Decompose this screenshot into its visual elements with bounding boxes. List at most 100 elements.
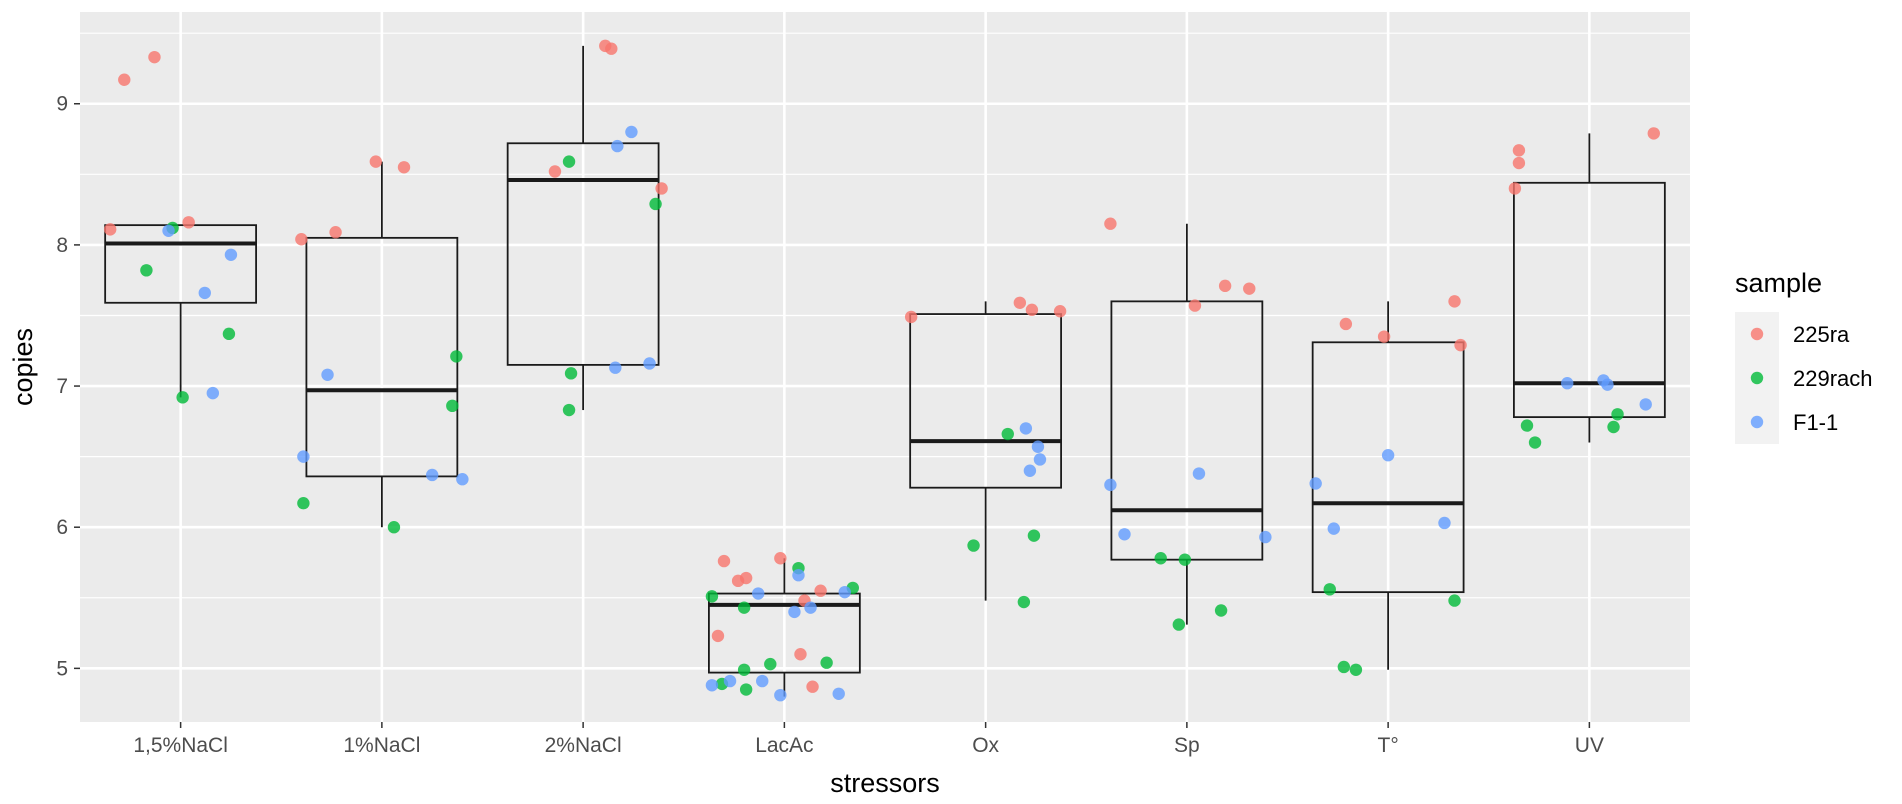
point-F1-1	[297, 450, 310, 463]
point-225ra	[182, 216, 195, 229]
point-225ra	[1013, 296, 1027, 309]
point-225ra	[904, 310, 918, 324]
legend: sample 225ra 229rach F1-1	[1735, 268, 1873, 444]
point-229rach	[176, 391, 189, 404]
point-F1-1	[321, 368, 334, 381]
point-225ra	[717, 554, 731, 568]
point-225ra	[794, 648, 807, 661]
box-body	[708, 592, 861, 674]
point-229rach	[564, 367, 578, 380]
point-225ra	[1218, 279, 1232, 293]
box-UV	[1513, 133, 1666, 443]
point-F1-1	[1192, 467, 1206, 480]
point-229rach	[1027, 529, 1041, 542]
point-225ra	[1188, 299, 1202, 312]
point-225ra	[1512, 144, 1526, 157]
point-F1-1	[425, 468, 439, 482]
box-1%NaCl	[305, 161, 459, 528]
box-body	[506, 142, 660, 366]
legend-key-dot	[1750, 327, 1764, 341]
point-229rach	[967, 539, 980, 552]
point-229rach	[562, 155, 576, 168]
point-229rach	[649, 197, 662, 211]
box-layer	[104, 45, 1666, 697]
point-F1-1	[1019, 422, 1033, 435]
point-F1-1	[832, 687, 845, 700]
x-tick-label: 2%NaCl	[545, 734, 622, 757]
x-tick-label: UV	[1575, 734, 1604, 757]
point-F1-1	[625, 125, 638, 139]
point-229rach	[222, 327, 236, 341]
point-225ra	[1243, 282, 1256, 295]
point-F1-1	[1327, 522, 1340, 535]
point-225ra	[369, 155, 383, 168]
x-axis-title: stressors	[830, 768, 940, 798]
point-229rach	[1528, 436, 1542, 449]
point-225ra	[103, 223, 117, 236]
point-229rach	[1349, 663, 1363, 676]
x-tick-label: 1%NaCl	[343, 734, 420, 757]
box-body	[909, 313, 1062, 489]
point-229rach	[764, 657, 777, 671]
point-225ra	[1454, 338, 1467, 352]
point-F1-1	[792, 569, 805, 582]
point-229rach	[1607, 420, 1620, 434]
point-229rach	[739, 683, 753, 696]
point-F1-1	[1031, 440, 1045, 453]
point-225ra	[1053, 305, 1067, 318]
legend-items: 225ra 229rach F1-1	[1735, 312, 1873, 444]
y-tick-label: 9	[56, 93, 68, 116]
point-F1-1	[756, 674, 769, 688]
point-229rach	[1017, 595, 1031, 609]
box-body	[1513, 181, 1666, 419]
y-axis-title: copies	[8, 328, 38, 406]
point-229rach	[1323, 583, 1336, 596]
point-F1-1	[1259, 530, 1272, 544]
point-229rach	[820, 656, 833, 669]
y-tick-label: 7	[56, 375, 68, 398]
legend-item-F1-1: F1-1	[1735, 400, 1838, 444]
panel-background	[80, 12, 1690, 722]
point-F1-1	[723, 674, 737, 688]
point-225ra	[1377, 330, 1391, 343]
point-225ra	[774, 552, 787, 565]
legend-item-225ra: 225ra	[1735, 312, 1850, 356]
point-229rach	[387, 521, 401, 534]
legend-label: 229rach	[1793, 366, 1873, 391]
point-225ra	[118, 73, 131, 86]
point-225ra	[655, 182, 668, 195]
x-tick-label: 1,5%NaCl	[133, 734, 228, 757]
legend-item-229rach: 229rach	[1735, 356, 1873, 400]
point-225ra	[739, 571, 753, 585]
y-tick-label: 6	[56, 516, 68, 539]
point-225ra	[711, 629, 725, 643]
x-tick-label: LacAc	[755, 734, 813, 757]
point-F1-1	[752, 587, 765, 600]
point-F1-1	[774, 688, 787, 702]
x-tick-label: Sp	[1174, 734, 1200, 757]
point-225ra	[1448, 295, 1461, 308]
point-F1-1	[788, 605, 801, 619]
point-229rach	[1154, 552, 1167, 565]
box-body	[104, 224, 257, 304]
minor-gridlines	[80, 32, 1690, 599]
x-tick-label: T°	[1378, 734, 1399, 757]
point-229rach	[1001, 427, 1014, 441]
point-225ra	[329, 225, 342, 239]
point-F1-1	[1118, 528, 1131, 541]
point-225ra	[397, 161, 411, 174]
box-1,5%NaCl	[104, 224, 257, 398]
y-axis: 5 6 7 8 9	[56, 93, 80, 680]
legend-label: 225ra	[1793, 322, 1850, 347]
point-F1-1	[1033, 453, 1047, 466]
point-225ra	[814, 584, 827, 597]
point-229rach	[140, 264, 153, 277]
point-F1-1	[705, 679, 719, 692]
point-225ra	[1508, 182, 1522, 195]
point-F1-1	[804, 601, 817, 614]
point-229rach	[737, 663, 751, 676]
x-axis: 1,5%NaCl 1%NaCl 2%NaCl LacAc Ox Sp T° UV	[133, 722, 1604, 757]
point-229rach	[1448, 594, 1461, 607]
box-LacAc	[708, 558, 861, 697]
jitter-points-layer	[103, 39, 1660, 702]
